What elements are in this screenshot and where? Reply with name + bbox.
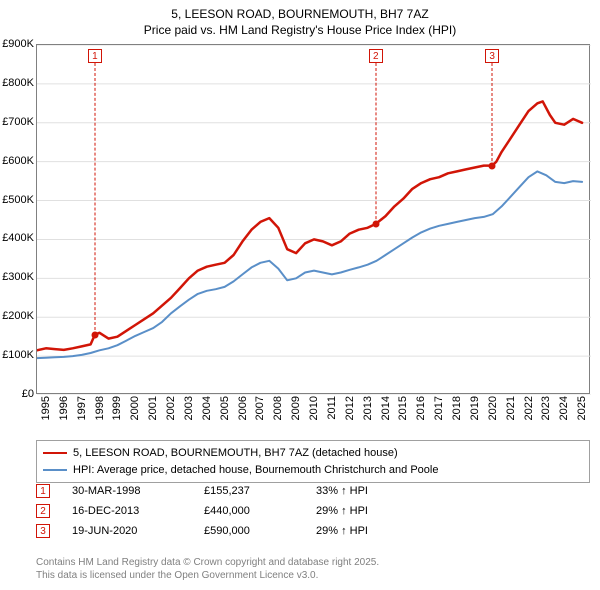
x-tick-label: 2022: [523, 396, 535, 420]
legend-box: 5, LEESON ROAD, BOURNEMOUTH, BH7 7AZ (de…: [36, 440, 590, 483]
x-tick-label: 2009: [290, 396, 302, 420]
x-tick-label: 2001: [147, 396, 159, 420]
footer-text: Contains HM Land Registry data © Crown c…: [36, 556, 379, 582]
legend-item: 5, LEESON ROAD, BOURNEMOUTH, BH7 7AZ (de…: [43, 445, 583, 462]
marker-dot-1: [91, 331, 98, 338]
x-tick-label: 2004: [201, 396, 213, 420]
y-tick-label: £0: [22, 388, 34, 400]
marker-box-3: 3: [485, 49, 499, 63]
event-date: 19-JUN-2020: [72, 525, 182, 537]
y-tick-label: £300K: [2, 271, 34, 283]
x-tick-label: 2016: [415, 396, 427, 420]
x-tick-label: 2017: [433, 396, 445, 420]
event-date: 30-MAR-1998: [72, 485, 182, 497]
chart-svg: [37, 45, 591, 395]
x-tick-label: 2020: [487, 396, 499, 420]
legend-swatch: [43, 452, 67, 454]
x-tick-label: 2014: [380, 396, 392, 420]
x-tick-label: 2025: [576, 396, 588, 420]
x-tick-label: 2006: [237, 396, 249, 420]
title-block: 5, LEESON ROAD, BOURNEMOUTH, BH7 7AZ Pri…: [0, 0, 600, 38]
event-date: 16-DEC-2013: [72, 505, 182, 517]
y-tick-label: £700K: [2, 116, 34, 128]
y-tick-label: £900K: [2, 38, 34, 50]
x-tick-label: 2021: [505, 396, 517, 420]
x-tick-label: 2012: [344, 396, 356, 420]
event-row: 2 16-DEC-2013 £440,000 29% ↑ HPI: [36, 504, 590, 518]
footer-line-1: Contains HM Land Registry data © Crown c…: [36, 556, 379, 569]
x-tick-label: 2000: [129, 396, 141, 420]
x-tick-label: 2013: [362, 396, 374, 420]
event-delta: 29% ↑ HPI: [316, 505, 406, 517]
legend-swatch: [43, 469, 67, 471]
event-row: 3 19-JUN-2020 £590,000 29% ↑ HPI: [36, 524, 590, 538]
event-price: £590,000: [204, 525, 294, 537]
x-tick-label: 2023: [540, 396, 552, 420]
x-tick-label: 2008: [272, 396, 284, 420]
x-axis-labels: 1995 1996 1997 1998 1999 2000 2001 2002 2003 2004…: [36, 396, 590, 438]
footer-line-2: This data is licensed under the Open Gov…: [36, 569, 379, 582]
x-tick-label: 2010: [308, 396, 320, 420]
legend-label: 5, LEESON ROAD, BOURNEMOUTH, BH7 7AZ (de…: [73, 445, 398, 462]
y-tick-label: £600K: [2, 155, 34, 167]
marker-dot-2: [372, 220, 379, 227]
marker-line-3: [492, 63, 493, 166]
x-tick-label: 2002: [165, 396, 177, 420]
marker-dot-3: [489, 162, 496, 169]
event-num-box: 1: [36, 484, 50, 498]
event-price: £155,237: [204, 485, 294, 497]
x-tick-label: 1996: [58, 396, 70, 420]
marker-line-2: [375, 63, 376, 224]
x-tick-label: 1999: [111, 396, 123, 420]
event-num-box: 2: [36, 504, 50, 518]
marker-box-2: 2: [369, 49, 383, 63]
events-table: 1 30-MAR-1998 £155,237 33% ↑ HPI 2 16-DEC-201…: [36, 484, 590, 544]
y-tick-label: £800K: [2, 77, 34, 89]
chart-container: 5, LEESON ROAD, BOURNEMOUTH, BH7 7AZ Pri…: [0, 0, 600, 590]
x-tick-label: 1998: [94, 396, 106, 420]
event-num-box: 3: [36, 524, 50, 538]
x-tick-label: 2011: [326, 396, 338, 420]
x-tick-label: 1997: [76, 396, 88, 420]
legend-item: HPI: Average price, detached house, Bour…: [43, 462, 583, 479]
x-tick-label: 2005: [219, 396, 231, 420]
y-axis-labels: £0£100K£200K£300K£400K£500K£600K£700K£80…: [0, 44, 36, 394]
title-line-2: Price paid vs. HM Land Registry's House …: [0, 22, 600, 38]
x-tick-label: 2018: [451, 396, 463, 420]
y-tick-label: £100K: [2, 349, 34, 361]
legend-label: HPI: Average price, detached house, Bour…: [73, 462, 438, 479]
event-delta: 33% ↑ HPI: [316, 485, 406, 497]
chart-plot-area: 1 2 3: [36, 44, 590, 394]
title-line-1: 5, LEESON ROAD, BOURNEMOUTH, BH7 7AZ: [0, 6, 600, 22]
x-tick-label: 2007: [254, 396, 266, 420]
event-delta: 29% ↑ HPI: [316, 525, 406, 537]
series-hpi: [37, 171, 582, 358]
x-tick-label: 2015: [397, 396, 409, 420]
x-tick-label: 2024: [558, 396, 570, 420]
marker-line-1: [94, 63, 95, 335]
event-row: 1 30-MAR-1998 £155,237 33% ↑ HPI: [36, 484, 590, 498]
x-tick-label: 2019: [469, 396, 481, 420]
y-tick-label: £200K: [2, 310, 34, 322]
x-tick-label: 1995: [40, 396, 52, 420]
x-tick-label: 2003: [183, 396, 195, 420]
y-tick-label: £400K: [2, 232, 34, 244]
y-tick-label: £500K: [2, 194, 34, 206]
series-price_paid: [37, 101, 582, 350]
event-price: £440,000: [204, 505, 294, 517]
marker-box-1: 1: [88, 49, 102, 63]
